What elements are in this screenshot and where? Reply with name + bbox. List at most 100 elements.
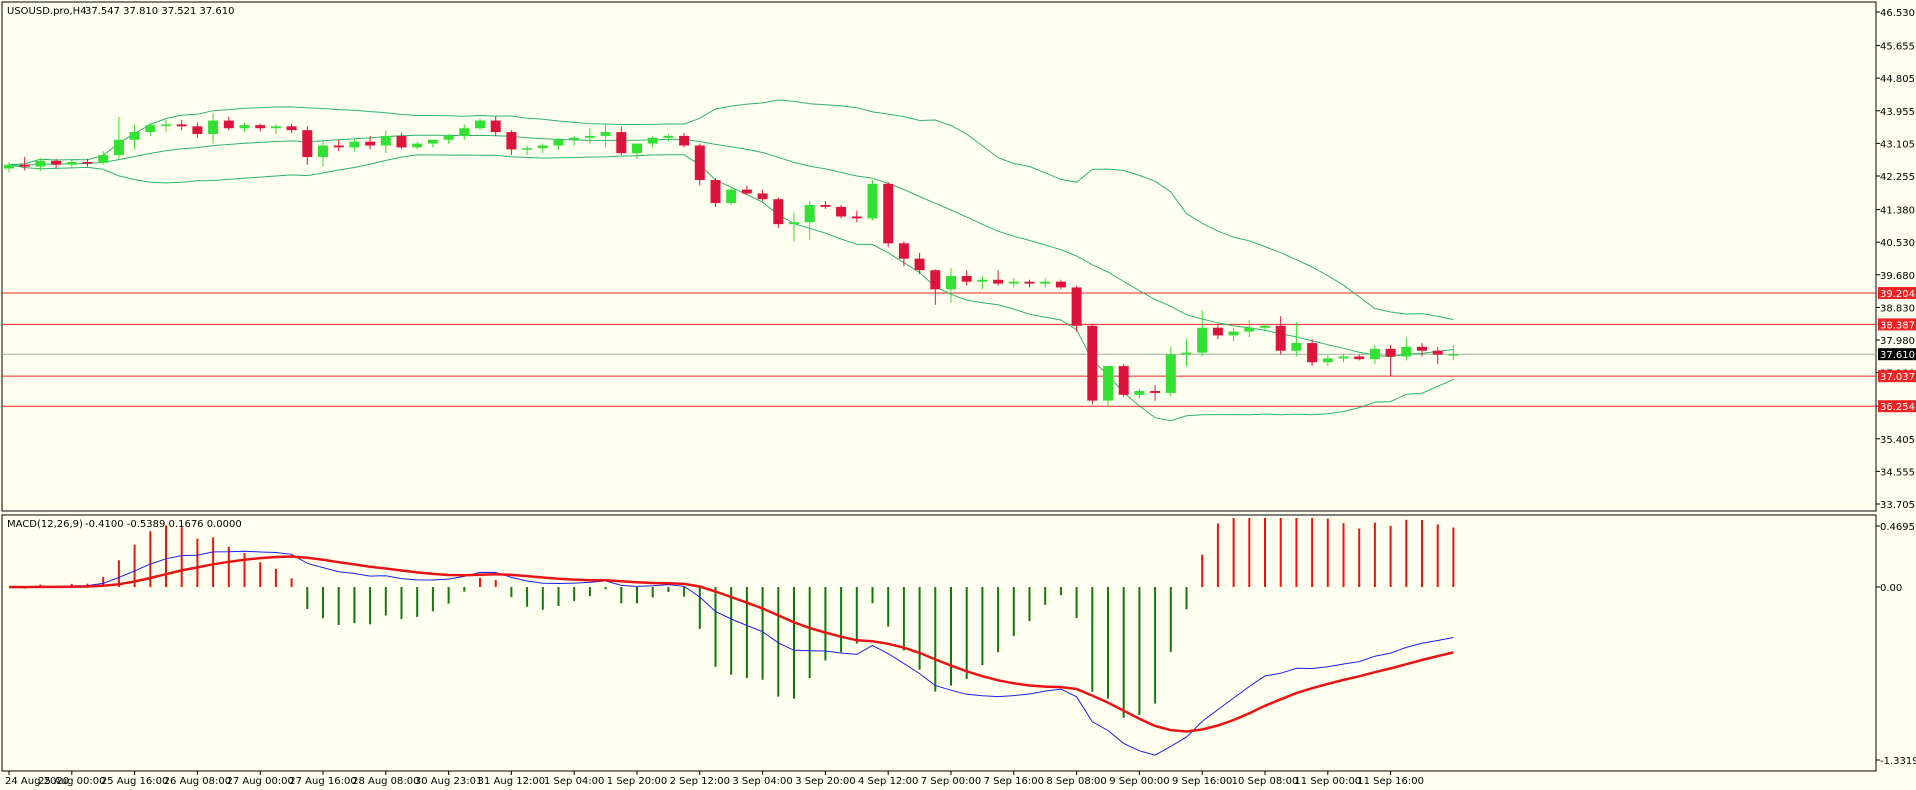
ohlc-values: 37.547 37.810 37.521 37.610 — [85, 6, 235, 17]
bull-candle — [1260, 325, 1270, 328]
time-tick-label: 1 Sep 20:00 — [607, 776, 667, 787]
level-price-label: 36.254 — [1880, 402, 1915, 413]
symbol-label: USOUSD.pro,H4 — [7, 6, 87, 17]
bull-candle — [1369, 348, 1380, 360]
time-tick-label: 28 Aug 08:00 — [352, 776, 419, 787]
bull-candle — [145, 125, 156, 133]
bull-candle — [427, 139, 438, 144]
bear-candle — [914, 258, 925, 271]
price-axis: 46.530 45.655 44.805 43.955 43.105 42.255 41.3… — [1876, 8, 1915, 511]
bear-candle — [820, 204, 831, 207]
time-tick-label: 8 Sep 08:00 — [1046, 776, 1106, 787]
bear-candle — [302, 130, 313, 158]
bull-candle — [632, 143, 642, 154]
bear-candle — [51, 160, 62, 165]
bull-candle — [1401, 346, 1412, 357]
time-tick-label: 11 Sep 00:00 — [1294, 776, 1361, 787]
time-tick-label: 27 Aug 00:00 — [226, 776, 293, 787]
bull-candle — [1322, 358, 1333, 363]
bear-candle — [694, 145, 705, 181]
bear-candle — [1417, 346, 1427, 351]
bear-candle — [19, 164, 30, 167]
bear-candle — [82, 161, 93, 164]
time-tick-label: 25 Aug 00:00 — [38, 776, 105, 787]
time-tick-label: 30 Aug 23:01 — [415, 776, 482, 787]
bear-candle — [616, 132, 627, 154]
macd-panel[interactable]: MACD(12,26,9) -0.4100 -0.5389 0.1676 0.0… — [1, 514, 1916, 772]
time-tick-label: 31 Aug 12:00 — [478, 776, 545, 787]
time-tick-label: 3 Sep 04:00 — [732, 776, 792, 787]
level-price-tag — [1878, 400, 1916, 413]
price-tick-label: 43.105 — [1880, 139, 1915, 150]
candlesticks — [4, 112, 1459, 407]
macd-axis: 0.4695 0.00 -1.3319 — [1876, 522, 1916, 767]
bull-candle — [380, 135, 391, 146]
bull-candle — [804, 204, 815, 223]
price-tick-label: 40.530 — [1880, 238, 1915, 249]
bull-candle — [946, 275, 956, 290]
time-tick-label: 7 Sep 16:00 — [984, 776, 1044, 787]
time-tick-label: 4 Sep 12:00 — [858, 776, 918, 787]
bull-candle — [522, 148, 533, 150]
price-tick-label: 44.805 — [1880, 74, 1915, 85]
bear-candle — [1354, 356, 1365, 360]
horizontal-levels[interactable] — [2, 292, 1876, 407]
level-price-tag — [1878, 287, 1916, 300]
bull-candle — [318, 145, 328, 158]
bull-candle — [1181, 352, 1192, 355]
bull-candle — [1197, 327, 1208, 353]
bear-candle — [1212, 327, 1223, 336]
bull-candle — [475, 120, 485, 129]
bull-candle — [600, 132, 611, 136]
price-tick-label: 43.955 — [1880, 107, 1915, 118]
macd-histogram — [23, 518, 1455, 718]
bear-candle — [365, 141, 376, 146]
bear-candle — [898, 243, 909, 259]
bull-candle — [647, 137, 658, 144]
bull-candle — [270, 126, 281, 129]
bull-candle — [239, 125, 250, 129]
upper-band-line — [8, 99, 1454, 321]
time-tick-label: 2 Sep 12:00 — [670, 776, 730, 787]
bull-candle — [1291, 343, 1302, 351]
bear-candle — [396, 135, 407, 148]
bull-candle — [977, 279, 988, 282]
time-tick-label: 3 Sep 20:00 — [795, 776, 855, 787]
time-tick-label: 11 Sep 16:00 — [1357, 776, 1424, 787]
bear-candle — [176, 124, 187, 127]
current-price-label: 37.610 — [1880, 350, 1915, 361]
bull-candle — [1448, 354, 1459, 356]
time-tick-label: 25 Aug 16:00 — [101, 776, 168, 787]
bear-candle — [883, 183, 894, 244]
bear-candle — [1087, 325, 1098, 401]
middle-band-line — [8, 134, 1454, 358]
bull-candle — [789, 222, 799, 225]
bear-candle — [1275, 325, 1286, 351]
bear-candle — [1071, 287, 1082, 326]
bull-candle — [35, 160, 46, 167]
bull-candle — [1008, 281, 1019, 284]
level-price-tag — [1878, 370, 1916, 383]
bear-candle — [993, 279, 1004, 284]
price-panel[interactable]: USOUSD.pro,H4 37.547 37.810 37.521 37.61… — [1, 1, 1916, 512]
bull-candle — [726, 189, 737, 204]
bull-candle — [98, 155, 109, 163]
bull-candle — [1165, 354, 1176, 393]
time-tick-label: 9 Sep 16:00 — [1172, 776, 1232, 787]
bull-candle — [349, 141, 360, 148]
time-tick-label: 1 Sep 04:00 — [544, 776, 604, 787]
bear-candle — [710, 180, 721, 204]
bollinger-bands — [8, 99, 1454, 422]
time-tick-label: 10 Sep 08:00 — [1232, 776, 1299, 787]
bear-candle — [223, 120, 234, 129]
bull-candle — [1103, 366, 1113, 401]
bull-candle — [66, 161, 77, 165]
bull-candle — [663, 135, 674, 138]
time-tick-label: 7 Sep 00:00 — [921, 776, 981, 787]
time-tick-label: 24 Aug 2020 — [5, 776, 69, 787]
bull-candle — [4, 164, 14, 169]
bear-candle — [679, 135, 690, 146]
bull-candle — [1338, 356, 1349, 359]
bear-candle — [490, 120, 501, 133]
